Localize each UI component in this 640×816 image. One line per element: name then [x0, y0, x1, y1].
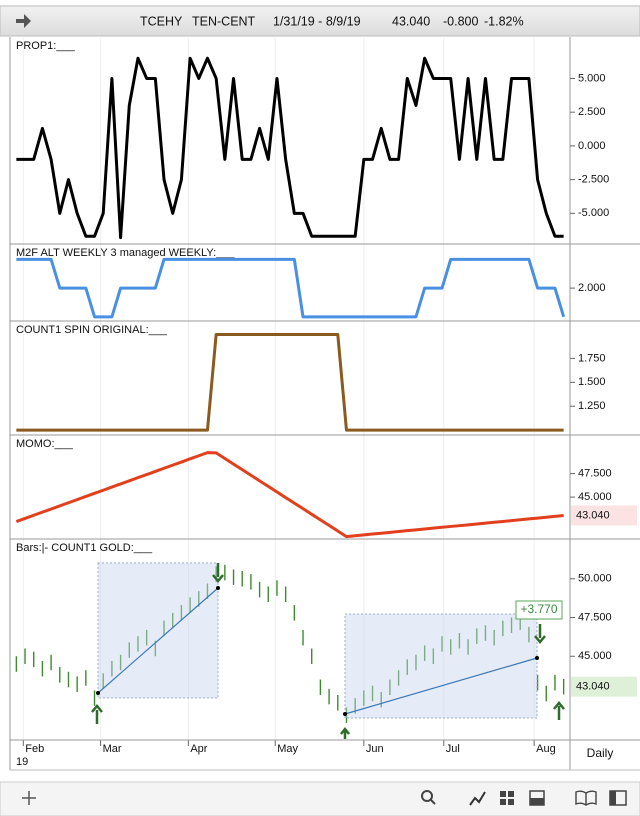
y-tick-label: 50.000	[578, 573, 612, 585]
range-box	[344, 613, 538, 719]
y-tick-label: 45.000	[578, 491, 612, 503]
company-name: TEN-CENT	[192, 14, 256, 28]
series-line	[16, 56, 564, 240]
anchor	[535, 656, 539, 660]
trend-line	[344, 657, 538, 715]
up-arrow	[340, 726, 350, 739]
panel-title: MOMO:___	[16, 438, 74, 450]
last-price-label: 43.040	[576, 509, 610, 521]
y-tick-label: 2.000	[578, 282, 606, 294]
y-tick-label: -2.500	[578, 174, 609, 186]
x-tick-label: Apr	[190, 743, 207, 755]
interval-label[interactable]: Daily	[587, 746, 614, 760]
anchor	[96, 691, 100, 695]
last-price-badge	[571, 676, 637, 697]
date-range: 1/31/19 - 8/9/19	[273, 14, 361, 28]
panel-title: COUNT1 SPIN ORIGINAL:___	[16, 324, 168, 336]
up-arrow	[553, 701, 565, 720]
series-line	[16, 257, 566, 319]
y-tick-label: 2.500	[578, 106, 606, 118]
anchor	[216, 586, 220, 590]
panel-title: PROP1:___	[16, 40, 76, 52]
x-tick-label: Feb	[25, 743, 44, 755]
y-tick-label: -5.000	[578, 207, 609, 219]
y-tick-label: 1.500	[578, 376, 606, 388]
gain-box	[515, 600, 563, 620]
last-price-label: 43.040	[576, 681, 610, 693]
grid-icon[interactable]	[500, 791, 514, 805]
plots: Feb Mar Apr May Jun Jul Aug PROP1:___ 5.000 2.500…	[10, 38, 640, 755]
layout-icon-fill	[530, 798, 544, 805]
down-arrow	[212, 563, 224, 583]
x-tick-label: May	[277, 743, 298, 755]
search-icon[interactable]	[421, 790, 433, 802]
book-icon[interactable]	[575, 790, 597, 806]
trend-line	[97, 587, 219, 694]
x-tick-label: Jul	[446, 743, 460, 755]
y-tick-label: 45.000	[578, 650, 612, 662]
last-price-badge	[571, 505, 637, 526]
y-tick-label: 47.500	[578, 468, 612, 480]
search-icon-handle	[430, 799, 436, 805]
gain-label: +3.770	[520, 602, 557, 616]
series-line	[16, 332, 564, 432]
up-arrow	[91, 704, 103, 724]
series-line	[15, 451, 564, 539]
panel-title: M2F ALT WEEKLY 3 managed WEEKLY:___	[16, 247, 235, 259]
symbol: TCEHY	[140, 14, 183, 28]
down-arrow	[534, 624, 546, 644]
y-tick-label: 5.000	[578, 72, 606, 84]
year-label: 19	[16, 756, 28, 768]
menu-arrow[interactable]	[16, 14, 31, 28]
y-tick-label: 47.500	[578, 611, 612, 623]
price-change-pct: -1.82%	[484, 14, 524, 28]
y-tick-label: 1.250	[578, 400, 606, 412]
last-price: 43.040	[392, 14, 430, 28]
header-bar: TCEHY TEN-CENT 1/31/19 - 8/9/19 43.040 -…	[0, 5, 640, 37]
y-tick-label: 1.750	[578, 352, 606, 364]
toolbar	[0, 781, 640, 816]
panel-icon-fill	[610, 791, 616, 805]
anchor	[343, 712, 347, 716]
x-tick-label: Jun	[366, 743, 384, 755]
y-tick-label: 0.000	[578, 140, 606, 152]
x-tick-label: Aug	[536, 743, 556, 755]
add-button[interactable]	[22, 791, 36, 805]
chart-icon[interactable]	[469, 791, 486, 806]
x-tick-label: Mar	[103, 743, 122, 755]
price-change: -0.800	[443, 14, 478, 28]
bars-annotations: +3.770	[91, 562, 565, 739]
header-bg	[0, 5, 640, 37]
panel-title: Bars:|- COUNT1 GOLD:___	[16, 542, 153, 554]
